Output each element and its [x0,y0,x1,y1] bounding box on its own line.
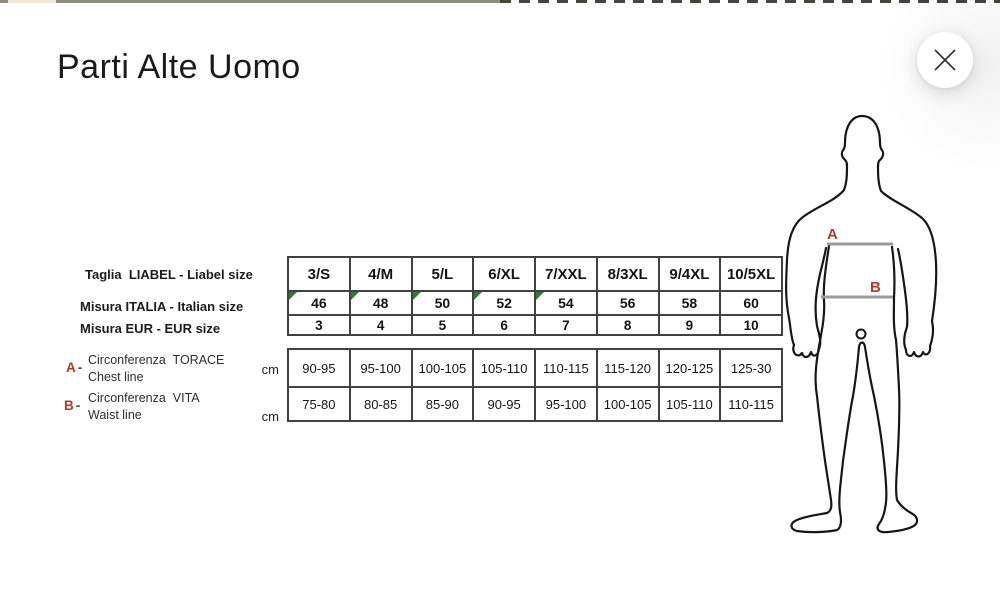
table-cell: 105-110 [472,348,536,388]
table-cell: 80-85 [348,386,413,422]
table-cell: 110-115 [534,348,598,388]
close-button[interactable] [917,32,973,88]
table-cell: 110-115 [719,386,783,422]
table-cell: 50 [410,290,475,316]
table-cell: 3/S [287,256,351,292]
waist-unit: cm [261,409,279,424]
table-cell: 7 [534,314,598,336]
table-cell: 6/XL [472,256,536,292]
table-cell: 9/4XL [657,256,722,292]
table-row-waist: 75-80 80-85 85-90 90-95 95-100 100-105 105-110… [287,386,783,422]
table-row-sizes: 3/S 4/M 5/L 6/XL 7/XXL 8/3XL 9/4XL 10/5XL [287,256,783,292]
table-cell: 3 [287,314,351,336]
waist-marker-label: B [870,279,881,296]
table-cell: 90-95 [472,386,536,422]
table-cell: 120-125 [657,348,722,388]
page-top-edge [0,0,500,3]
chest-label-italian: Circonferenza TORACE [88,353,225,367]
table-cell: 4/M [348,256,413,292]
table-cell: 90-95 [287,348,351,388]
table-cell: 46 [287,290,351,316]
table-cell: 8/3XL [595,256,660,292]
table-cell: 58 [657,290,722,316]
table-cell: 5/L [410,256,475,292]
table-cell: 100-105 [410,348,475,388]
table-cell: 4 [348,314,413,336]
table-cell: 54 [534,290,598,316]
chest-unit: cm [261,362,279,377]
close-icon [934,49,956,71]
waist-label-english: Waist line [88,408,142,422]
table-cell: 10 [719,314,783,336]
figure-body-outline [785,162,938,534]
table-cell: 56 [595,290,660,316]
page-top-edge-gap [8,0,56,3]
table-cell: 6 [472,314,536,336]
row-label-taglia: Taglia LIABEL - Liabel size [85,267,253,282]
table-cell: 115-120 [595,348,660,388]
measurements-table: 90-95 95-100 100-105 105-110 110-115 115-120 1… [287,348,783,422]
figure-head-outline [840,114,885,168]
table-cell: 95-100 [534,386,598,422]
table-cell: 85-90 [410,386,475,422]
table-cell: 5 [410,314,475,336]
table-cell: 52 [472,290,536,316]
row-label-eur: Misura EUR - EUR size [80,321,221,336]
figure-crotch-mark [855,328,867,340]
waist-label-italian: Circonferenza VITA [88,391,200,405]
waist-row-marker: B- [64,398,81,413]
table-cell: 105-110 [657,386,722,422]
row-label-italia: Misura ITALIA - Italian size [80,299,244,314]
chest-row-marker: A- [66,360,83,375]
size-table: 3/S 4/M 5/L 6/XL 7/XXL 8/3XL 9/4XL 10/5XL 46 48 5… [287,256,783,336]
table-cell: 75-80 [287,386,351,422]
chest-label-english: Chest line [88,370,144,384]
table-cell: 10/5XL [719,256,783,292]
table-cell: 125-30 [719,348,783,388]
page-top-edge-dashes [500,0,1000,3]
page-title: Parti Alte Uomo [57,48,301,86]
table-row-eur: 3 4 5 6 7 8 9 10 [287,314,783,336]
table-cell: 60 [719,290,783,316]
table-cell: 8 [595,314,660,336]
table-row-chest: 90-95 95-100 100-105 105-110 110-115 115-120 1… [287,348,783,388]
table-cell: 48 [348,290,413,316]
table-cell: 95-100 [348,348,413,388]
chest-marker-label: A [827,226,838,243]
table-cell: 100-105 [595,386,660,422]
male-figure-diagram: A B [785,114,938,534]
table-row-italia: 46 48 50 52 54 56 58 60 [287,290,783,316]
table-cell: 9 [657,314,722,336]
table-cell: 7/XXL [534,256,598,292]
